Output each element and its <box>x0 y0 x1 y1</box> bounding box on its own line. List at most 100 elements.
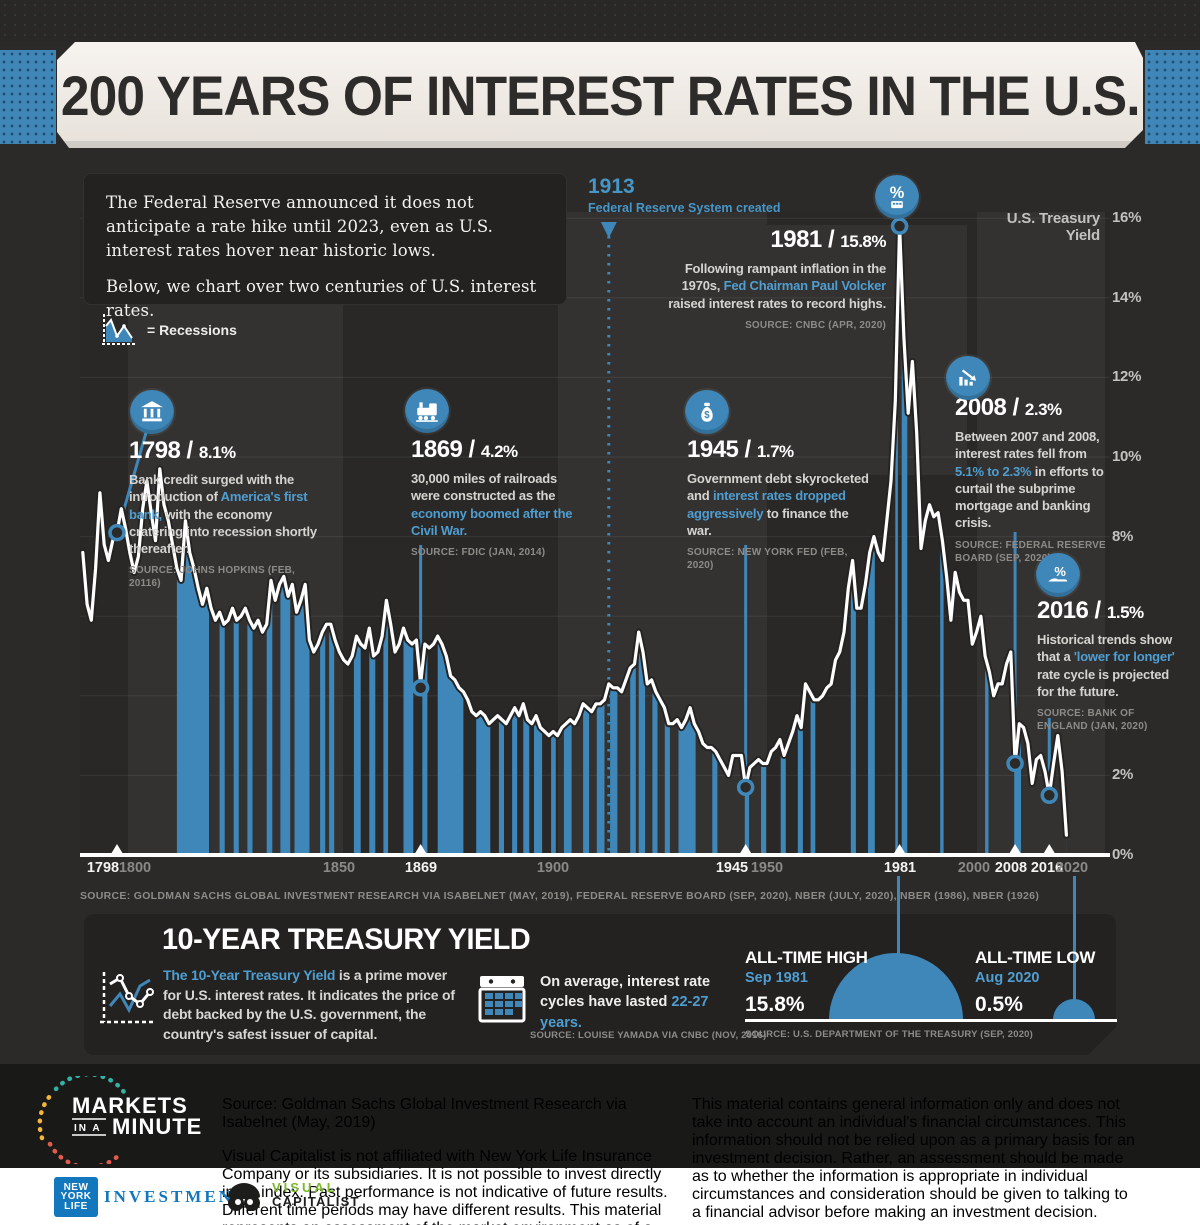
footer-column-2: This material contains general informati… <box>692 1080 1140 1225</box>
annotation-2016-body: Historical trends show that a 'lower for… <box>1037 632 1175 699</box>
y-tick-0%: 0% <box>1112 846 1134 863</box>
recessions-legend: = Recessions <box>98 312 237 348</box>
top-decor-strip <box>0 0 1200 42</box>
y-tick-10%: 10% <box>1112 448 1142 465</box>
svg-text:%: % <box>890 184 905 202</box>
chart-down-icon <box>946 356 990 400</box>
all-time-high: ALL-TIME HIGH Sep 1981 15.8% <box>745 948 868 1017</box>
svg-text:%: % <box>1054 564 1066 579</box>
x-tick-1950: 1950 <box>750 860 784 876</box>
annotation-1945: 1945 / 1.7% Government debt skyrocketed … <box>687 436 872 572</box>
annotation-1798-body: Bank credit surged with the introduction… <box>129 472 317 557</box>
all-time-high-value: 15.8% <box>745 993 805 1016</box>
x-tick-1900: 1900 <box>536 860 570 876</box>
hand-percent-icon: % <box>1036 553 1080 597</box>
all-time-high-label: ALL-TIME HIGH <box>745 948 868 967</box>
annotation-2016-source: SOURCE: BANK OF ENGLAND (JAN, 2020) <box>1037 708 1148 733</box>
annotation-2016-heading: 2016 / 1.5% <box>1037 597 1144 624</box>
x-tick-1945: 1945 <box>715 860 749 876</box>
miam-minute: MINUTE <box>112 1114 202 1139</box>
annotation-1798-source: SOURCE: JOHNS HOPKINS (FEB, 20116) <box>129 565 295 590</box>
svg-text:$: $ <box>704 410 710 421</box>
x-tick-2016: 2016 <box>1030 860 1064 876</box>
panel-description: The 10-Year Treasury Yield is a prime mo… <box>163 967 455 1042</box>
annotation-1981-body: Following rampant inflation in the 1970s… <box>668 261 886 311</box>
y-tick-16%: 16% <box>1112 209 1142 226</box>
annotation-2008-heading: 2008 / 2.3% <box>955 394 1062 421</box>
annotation-1981-source: SOURCE: CNBC (APR, 2020) <box>745 319 886 331</box>
annotation-1869: 1869 / 4.2% 30,000 miles of railroads we… <box>411 436 589 559</box>
annotation-2016: 2016 / 1.5% Historical trends show that … <box>1037 597 1175 733</box>
footer-source-note: Source: Goldman Sachs Global Investment … <box>222 1096 627 1131</box>
all-time-low-connector <box>1073 876 1076 1020</box>
footer-disclaimer-2: This material contains general informati… <box>692 1096 1135 1221</box>
annotation-1913: 1913 Federal Reserve System created <box>588 175 838 215</box>
y-tick-12%: 12% <box>1112 368 1142 385</box>
page-title: 200 YEARS OF INTEREST RATES IN THE U.S. <box>60 63 1140 127</box>
visual-capitalist-icon <box>222 1177 266 1222</box>
all-time-low-label: ALL-TIME LOW <box>975 948 1096 967</box>
all-time-high-connector <box>897 876 900 1020</box>
annotation-1869-body: 30,000 miles of railroads were construct… <box>411 471 573 538</box>
annotation-1945-source: SOURCE: NEW YORK FED (FEB, 2020) <box>687 547 848 572</box>
all-time-baseline <box>745 1019 1117 1022</box>
annotation-1798: 1798 / 8.1% Bank credit surged with the … <box>129 437 329 590</box>
brand-bar <box>0 1168 1200 1225</box>
nyl-investments-wordmark: INVESTMENTS <box>104 1187 261 1206</box>
recession-legend-icon <box>102 314 136 345</box>
recessions-legend-label: = Recessions <box>147 322 237 338</box>
footer-column-1: Source: Goldman Sachs Global Investment … <box>222 1080 670 1225</box>
y-tick-8%: 8% <box>1112 528 1134 545</box>
intro-box: The Federal Reserve announced it does no… <box>83 173 567 320</box>
x-tick-1869: 1869 <box>404 860 438 876</box>
annotation-1981: 1981 / 15.8% Following rampant inflation… <box>668 226 886 332</box>
y-axis-title: U.S. Treasury Yield <box>1006 210 1100 244</box>
markets-in-a-minute-logo: MARKETS IN A MINUTE <box>26 1072 206 1170</box>
intro-paragraph-1: The Federal Reserve announced it does no… <box>106 193 494 260</box>
annotation-1945-heading: 1945 / 1.7% <box>687 436 794 463</box>
all-time-low-date: Aug 2020 <box>975 970 1040 986</box>
x-tick-1850: 1850 <box>322 860 356 876</box>
all-time-high-date: Sep 1981 <box>745 970 808 986</box>
new-york-life-logo: NEW YORK LIFE <box>54 1177 98 1217</box>
annotation-1798-heading: 1798 / 8.1% <box>129 437 236 464</box>
line-chart-icon <box>96 968 158 1035</box>
annotation-1945-body: Government debt skyrocketed and interest… <box>687 471 869 538</box>
all-time-source: SOURCE: U.S. DEPARTMENT OF THE TREASURY … <box>745 1029 1034 1040</box>
all-time-low-dome <box>1053 999 1095 1020</box>
x-tick-2020: 2020 <box>1055 860 1089 876</box>
interest-rate-chart <box>80 212 1110 857</box>
intro-paragraph-2: Below, we chart over two centuries of U.… <box>106 276 537 320</box>
money-bag-icon: $ <box>685 390 729 434</box>
x-tick-1798: 1798 <box>86 860 120 876</box>
title-banner: 200 YEARS OF INTEREST RATES IN THE U.S. <box>57 42 1143 148</box>
y-tick-2%: 2% <box>1112 766 1134 783</box>
x-tick-2000: 2000 <box>957 860 991 876</box>
annotation-1913-text: Federal Reserve System created <box>588 201 781 215</box>
percent-calculator-icon: % <box>875 175 919 219</box>
train-icon <box>405 389 449 433</box>
calendar-icon <box>478 972 526 1029</box>
y-axis-labels: 16% 14% 12% 10% 8% 2% 0% <box>1110 170 1170 863</box>
chart-source: SOURCE: GOLDMAN SACHS GLOBAL INVESTMENT … <box>80 890 1040 902</box>
bank-icon <box>130 390 174 434</box>
x-axis-labels: 1798 1800 1850 1869 1900 1945 1950 1981 2000 2008… <box>80 860 1112 880</box>
panel-title: 10-YEAR TREASURY YIELD <box>162 923 531 956</box>
miam-markets: MARKETS <box>72 1093 188 1118</box>
panel-cycles-text: On average, interest rate cycles have la… <box>540 974 711 1031</box>
annotation-1869-heading: 1869 / 4.2% <box>411 436 518 463</box>
all-time-low: ALL-TIME LOW Aug 2020 0.5% <box>975 948 1095 1017</box>
annotation-1981-heading: 1981 / 15.8% <box>770 226 886 253</box>
annotation-2008: 2008 / 2.3% Between 2007 and 2008, inter… <box>955 394 1115 565</box>
dotted-strip-left <box>0 50 56 144</box>
annotation-1913-year: 1913 <box>588 175 635 198</box>
annotation-1869-source: SOURCE: FDIC (JAN, 2014) <box>411 547 546 559</box>
footer-disclaimer-1: Visual Capitalist is not affiliated with… <box>222 1148 668 1225</box>
miam-ina: IN A <box>74 1123 102 1134</box>
dotted-strip-right <box>1145 50 1200 144</box>
all-time-low-value: 0.5% <box>975 993 1023 1016</box>
x-tick-1800: 1800 <box>118 860 152 876</box>
x-tick-1981: 1981 <box>883 860 917 876</box>
annotation-2008-body: Between 2007 and 2008, interest rates fe… <box>955 429 1104 531</box>
